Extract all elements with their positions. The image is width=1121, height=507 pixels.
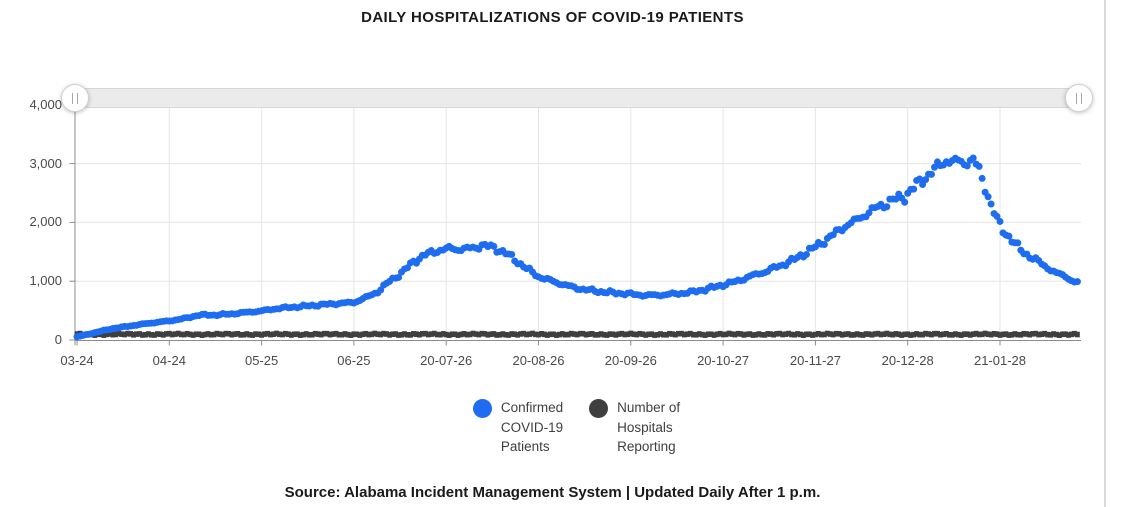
slider-grip-icon [72, 92, 78, 104]
x-tick-label: 20-07-26 [420, 353, 473, 368]
legend-item-confirmed-patients: Confirmed COVID-19 Patients [472, 398, 564, 457]
time-range-slider-right-handle[interactable] [1065, 84, 1093, 112]
x-tick-label: 05-25 [244, 353, 279, 368]
x-tick-label: 20-09-26 [604, 353, 657, 368]
confirmed-patients-dot-icon [472, 399, 492, 418]
y-tick-label: 2,000 [29, 214, 62, 230]
y-tick-label: 4,000 [29, 96, 62, 112]
chart-legend: Confirmed COVID-19 Patients Number of Ho… [16, 398, 1121, 457]
y-tick-label: 3,000 [29, 155, 62, 171]
time-range-slider-track[interactable] [67, 88, 1087, 108]
axes [69, 104, 1081, 346]
chart-title: DAILY HOSPITALIZATIONS OF COVID-19 PATIE… [361, 9, 744, 26]
x-tick-label: 20-10-27 [697, 353, 750, 368]
y-tick-label: 1,000 [29, 273, 62, 289]
legend-label: Confirmed COVID-19 Patients [500, 400, 564, 455]
legend-item-hospitals-reporting: Number of Hospitals Reporting [589, 398, 680, 457]
page-right-border [1104, 0, 1106, 507]
legend-label: Number of Hospitals Reporting [617, 400, 681, 455]
source-note: Source: Alabama Incident Management Syst… [284, 484, 821, 501]
x-tick-label: 03-24 [60, 353, 94, 368]
hospitals-reporting-series[interactable] [74, 330, 1080, 338]
x-tick-label: 21-01-28 [973, 353, 1027, 368]
x-tick-label: 20-11-27 [789, 353, 841, 368]
x-tick-label: 04-24 [152, 353, 186, 368]
y-tick-label: 0 [54, 332, 62, 347]
hospitals-reporting-dot-icon [589, 399, 609, 418]
x-tick-label: 20-12-28 [881, 353, 934, 368]
time-range-slider-left-handle[interactable] [61, 84, 89, 112]
confirmed-patients-series[interactable] [73, 154, 1081, 341]
x-tick-label: 20-08-26 [512, 353, 565, 368]
gridlines [75, 104, 1081, 340]
x-tick-label: 06-25 [337, 353, 371, 368]
slider-grip-icon [1076, 92, 1082, 104]
